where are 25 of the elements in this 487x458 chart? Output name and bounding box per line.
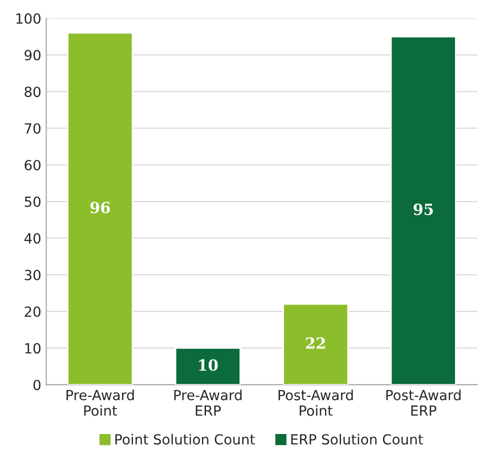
y-tick-label: 50 xyxy=(24,196,40,207)
y-tick-label: 100 xyxy=(16,13,40,24)
data-label: 96 xyxy=(90,202,110,214)
x-tick-label: Pre-Award ERP xyxy=(174,390,242,416)
y-tick-label: 30 xyxy=(24,270,40,280)
y-tick-label: 60 xyxy=(24,160,40,170)
x-tick-label: Pre-Award Point xyxy=(66,390,134,416)
bar xyxy=(390,36,456,385)
y-tick-label: 70 xyxy=(24,123,40,134)
bar xyxy=(282,303,349,385)
y-tick-label: 40 xyxy=(24,233,40,244)
bar xyxy=(67,32,134,385)
bar xyxy=(174,347,241,385)
y-tick-label: 0 xyxy=(33,380,40,390)
data-label: 22 xyxy=(306,337,325,349)
legend-label: Point Solution Count xyxy=(115,434,255,445)
y-tick-label: 10 xyxy=(25,343,40,354)
y-tick-label: 80 xyxy=(24,86,40,98)
x-tick-label: Post-Award Point xyxy=(278,390,353,416)
data-label: 95 xyxy=(414,204,433,216)
y-tick-label: 90 xyxy=(24,50,40,60)
data-label: 10 xyxy=(199,359,218,371)
y-tick-label: 20 xyxy=(24,306,40,317)
legend-label: ERP Solution Count xyxy=(291,434,424,445)
x-tick-label: Post-Award ERP xyxy=(386,390,461,416)
